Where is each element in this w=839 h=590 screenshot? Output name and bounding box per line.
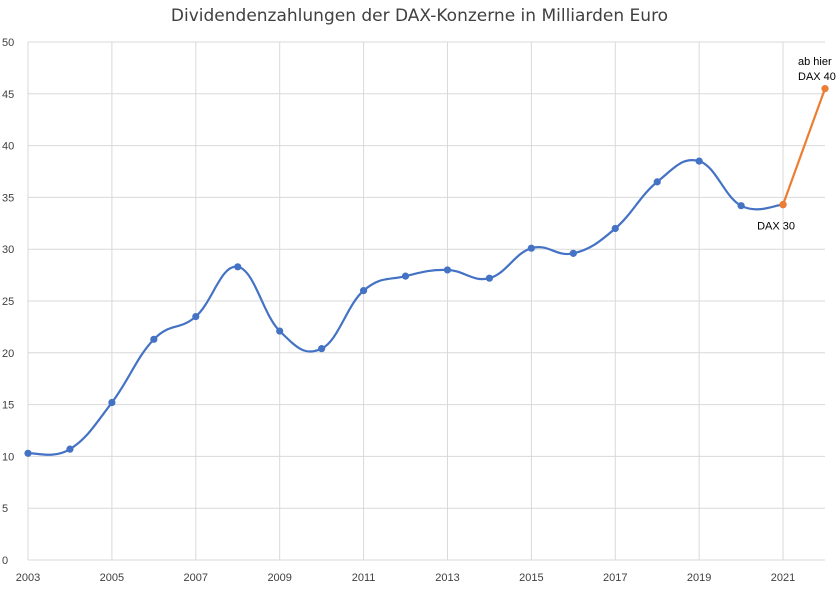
data-point <box>276 327 284 335</box>
x-tick-label: 2009 <box>267 572 291 584</box>
x-tick-label: 2007 <box>184 572 208 584</box>
data-point <box>443 266 452 274</box>
y-tick-label: 35 <box>2 192 14 204</box>
annotation-dax40: DAX 40 <box>798 71 836 83</box>
data-point <box>611 224 619 233</box>
x-tick-label: 2021 <box>771 572 795 584</box>
y-tick-label: 40 <box>2 141 14 153</box>
annotations: DAX 30 ab hier DAX 40 <box>757 56 836 233</box>
x-tick-label: 2017 <box>603 572 627 584</box>
x-tick-label: 2013 <box>435 572 459 584</box>
data-point <box>527 244 535 252</box>
y-tick-label: 50 <box>2 37 14 49</box>
y-tick-label: 15 <box>2 400 14 412</box>
data-point <box>401 272 410 280</box>
annotation-dax30: DAX 30 <box>757 221 795 233</box>
data-point <box>359 287 368 295</box>
data-point <box>779 201 787 209</box>
y-tick-label: 5 <box>2 503 8 515</box>
series-line-0 <box>27 159 784 456</box>
data-point <box>108 398 116 407</box>
x-tick-label: 2019 <box>687 572 711 584</box>
data-point <box>192 312 200 321</box>
y-tick-label: 45 <box>2 89 14 101</box>
x-tick-label: 2003 <box>16 572 40 584</box>
y-tick-label: 20 <box>2 348 14 360</box>
data-point <box>737 202 745 210</box>
data-point <box>234 263 242 271</box>
y-tick-label: 10 <box>2 451 14 463</box>
y-tick-label: 0 <box>2 555 8 567</box>
y-tick-label: 30 <box>2 244 14 256</box>
chart-title: Dividendenzahlungen der DAX-Konzerne in … <box>170 6 669 26</box>
data-point <box>569 249 577 257</box>
y-tick-label: 25 <box>2 296 14 308</box>
gridlines <box>27 41 825 561</box>
annotation-ab-hier: ab hier <box>798 56 832 68</box>
data-point <box>66 445 74 453</box>
data-point <box>24 449 32 457</box>
series-points <box>24 85 829 457</box>
data-point <box>318 345 326 353</box>
x-tick-label: 2011 <box>352 572 376 584</box>
series-lines <box>27 88 827 456</box>
series-line-1 <box>782 88 827 206</box>
data-point <box>653 178 661 186</box>
x-tick-label: 2005 <box>100 572 124 584</box>
data-point <box>821 85 829 93</box>
data-point <box>150 335 158 343</box>
data-point <box>695 157 703 165</box>
x-tick-label: 2015 <box>519 572 543 584</box>
x-axis-labels: 2003 2005 2007 2009 2011 2013 2015 2017 2019 2021 <box>16 572 796 584</box>
data-point <box>485 274 494 282</box>
y-axis-labels: 0 5 10 15 20 25 30 35 40 45 50 <box>2 37 14 567</box>
